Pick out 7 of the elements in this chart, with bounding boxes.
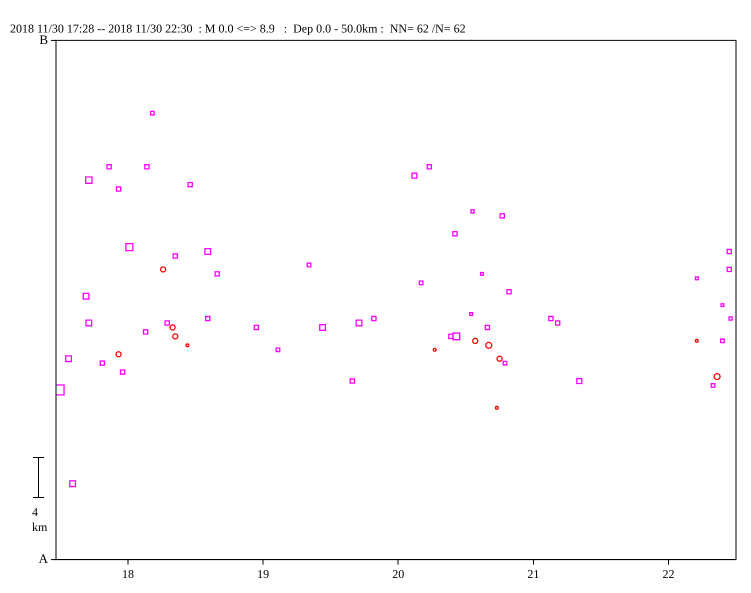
text: A (38, 551, 49, 566)
x-tick-label: 20 (392, 566, 404, 581)
x-tick-label: 22 (662, 566, 674, 581)
x-tick-label: 18 (122, 566, 134, 581)
text: 4 km (32, 505, 48, 535)
x-tick-label: 21 (527, 566, 540, 581)
x-tick-label: 19 (257, 566, 270, 581)
